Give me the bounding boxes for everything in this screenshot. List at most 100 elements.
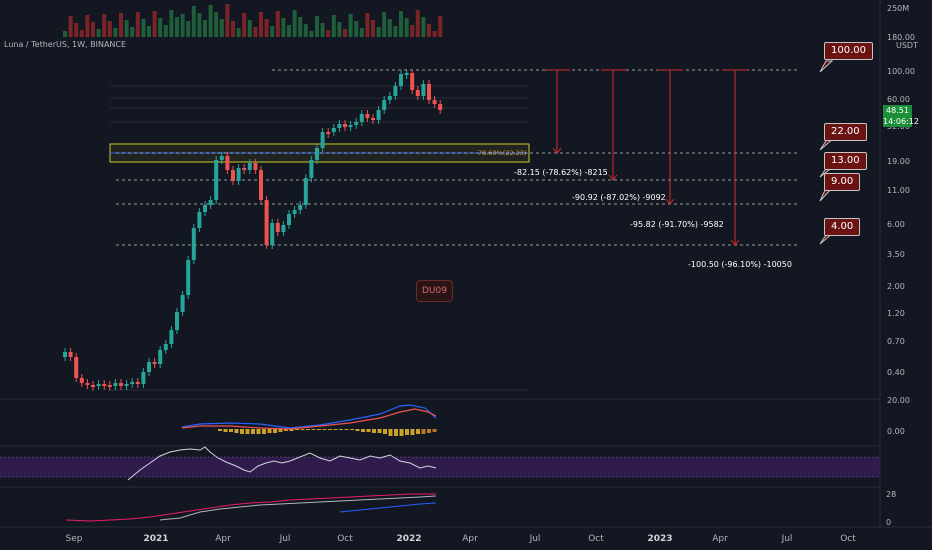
- candle-body: [85, 383, 90, 385]
- volume-bar: [253, 27, 258, 37]
- target-label-9[interactable]: 9.00: [824, 173, 861, 191]
- price-scale-label: 6.00: [887, 220, 905, 229]
- candle-body: [354, 122, 359, 125]
- target-label-22[interactable]: 22.00: [824, 123, 867, 141]
- price-scale-label: 100.00: [887, 67, 915, 76]
- volume-bar: [175, 17, 179, 37]
- macd-hist-bar: [339, 429, 343, 430]
- volume-scale-label: 250M: [887, 4, 909, 13]
- volume-bar: [264, 19, 269, 37]
- macd-hist-bar: [421, 429, 426, 434]
- time-axis[interactable]: Sep 2021 Apr Jul Oct 2022 Apr Jul Oct 2023 Apr Jul O…: [66, 534, 857, 544]
- candle-body: [365, 114, 370, 118]
- volume-bar: [343, 29, 347, 37]
- volume-bar: [214, 12, 219, 37]
- volume-bar: [337, 22, 342, 37]
- time-axis-label: Oct: [588, 534, 604, 544]
- candle-body: [214, 160, 219, 200]
- macd-line: [181, 404, 437, 429]
- macd-hist-bar: [388, 429, 393, 436]
- volume-bar: [219, 19, 224, 37]
- candle-body: [130, 382, 135, 384]
- target-label-13[interactable]: 13.00: [824, 152, 867, 170]
- volume-bar: [74, 23, 79, 37]
- price-scale-label: 180.00: [887, 33, 915, 42]
- rsi-line: [127, 446, 437, 481]
- macd-hist-bar: [284, 429, 288, 431]
- volume-bar: [163, 25, 168, 37]
- volume-bar: [432, 31, 437, 37]
- candle-body: [410, 73, 415, 90]
- symbol-title: Luna / TetherUS, 1W, BINANCE: [4, 40, 127, 49]
- price-scale-label: 0.70: [887, 337, 905, 346]
- time-axis-label: Jul: [529, 534, 541, 544]
- candle-body: [359, 114, 364, 122]
- candle-body: [382, 100, 387, 110]
- macd-hist-bar: [234, 429, 239, 433]
- macd-hist-bar: [366, 429, 371, 432]
- candle-body: [292, 210, 297, 214]
- volume-bar: [68, 16, 73, 37]
- price-scale-label: 60.00: [887, 95, 910, 104]
- volume-bar: [376, 27, 381, 37]
- volume-bar: [393, 26, 398, 37]
- volume-bar: [203, 20, 207, 37]
- time-axis-label: Jul: [279, 534, 291, 544]
- volume-bar: [141, 19, 146, 37]
- time-axis-label: Apr: [712, 534, 728, 544]
- time-axis-label: Jul: [781, 534, 793, 544]
- volume-bar: [404, 18, 409, 37]
- candle-body: [141, 372, 146, 384]
- macd-hist-bar: [344, 429, 349, 430]
- macd-hist-bar: [383, 429, 387, 434]
- candle-body: [242, 168, 247, 170]
- volume-bar: [259, 12, 263, 37]
- volume-bar: [320, 23, 325, 37]
- volume-bar: [152, 11, 157, 37]
- target-lines: [116, 69, 800, 246]
- candle-body: [135, 382, 140, 384]
- volume-bar: [130, 27, 135, 37]
- candle-body: [68, 352, 73, 357]
- macd-hist-bar: [278, 429, 283, 432]
- macd-hist-bar: [427, 429, 431, 433]
- volume-bar: [315, 16, 319, 37]
- price-candles: [63, 69, 443, 391]
- macd-hist-bar: [218, 429, 222, 431]
- macd-hist-bar: [306, 429, 310, 430]
- macd-hist-bar: [317, 429, 321, 430]
- dmi-grey-line: [159, 495, 437, 521]
- target-label-4[interactable]: 4.00: [824, 218, 861, 236]
- time-axis-label: Apr: [462, 534, 478, 544]
- candle-body: [231, 170, 235, 181]
- macd-hist-bar: [416, 429, 420, 434]
- candle-body: [298, 205, 303, 210]
- candle-body: [326, 132, 331, 134]
- measure-label-3: -95.82 (-91.70%) -9582: [630, 220, 724, 229]
- volume-bar: [281, 18, 286, 37]
- candle-body: [147, 362, 151, 372]
- macd-indicator: [181, 404, 437, 436]
- candle-body: [432, 100, 437, 104]
- volume-bar: [399, 11, 403, 37]
- time-axis-label: 2021: [143, 534, 168, 544]
- volume-bar: [124, 20, 129, 37]
- candle-body: [247, 163, 252, 170]
- volume-bar: [382, 12, 387, 37]
- adx-scale-label: 28: [886, 490, 896, 499]
- volume-bar: [410, 25, 415, 37]
- candle-body: [96, 384, 101, 386]
- rsi-band: [0, 457, 880, 477]
- candle-body: [219, 156, 224, 160]
- target-label-100[interactable]: 100.00: [824, 42, 873, 60]
- bar-countdown: 14:06:12: [883, 117, 919, 126]
- macd-hist-bar: [394, 429, 398, 436]
- macd-hist-bar: [328, 429, 332, 430]
- volume-bar: [197, 13, 202, 37]
- price-scale[interactable]: 180.00100.0060.0032.0019.0011.006.003.50…: [887, 33, 915, 377]
- candle-body: [169, 330, 174, 344]
- macd-hist-bar: [311, 429, 316, 430]
- volume-bar: [242, 13, 247, 37]
- volume-bar: [326, 30, 331, 37]
